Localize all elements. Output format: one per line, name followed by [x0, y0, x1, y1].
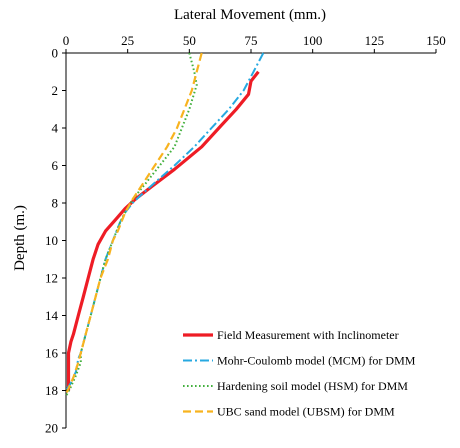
y-tick-label: 12 [45, 271, 58, 286]
y-tick-label: 8 [52, 196, 59, 211]
x-tick-label: 150 [426, 33, 446, 48]
axes [65, 52, 436, 428]
x-tick-label: 75 [245, 33, 258, 48]
legend-label-2: Mohr-Coulomb model (MCM) for DMM [217, 354, 416, 368]
x-tick-label: 100 [303, 33, 323, 48]
x-tick-label: 125 [365, 33, 385, 48]
x-axis-ticks: 0 25 50 75 100 125 150 [63, 33, 446, 53]
y-tick-label: 20 [45, 421, 58, 436]
legend: Field Measurement with Inclinometer Mohr-… [183, 328, 416, 419]
x-axis-title: Lateral Movement (mm.) [174, 7, 326, 23]
y-axis-title: Depth (m.) [12, 205, 28, 271]
series-line-4 [64, 52, 203, 395]
y-tick-label: 18 [45, 383, 58, 398]
y-tick-label: 6 [52, 158, 59, 173]
series-line-3 [65, 52, 198, 397]
legend-label-4: UBC sand model (UBSM) for DMM [217, 405, 395, 419]
y-tick-label: 16 [45, 346, 59, 361]
x-tick-label: 50 [183, 33, 196, 48]
series-layer [64, 52, 265, 397]
y-tick-label: 10 [45, 233, 58, 248]
y-tick-label: 14 [45, 308, 59, 323]
y-tick-label: 2 [52, 83, 59, 98]
y-tick-label: 0 [52, 46, 59, 61]
legend-label-1: Field Measurement with Inclinometer [217, 328, 399, 342]
series-line-1 [66, 70, 260, 391]
y-tick-label: 4 [52, 121, 59, 136]
y-axis-ticks: 0 2 4 6 8 10 12 14 16 18 20 [45, 46, 66, 436]
x-tick-label: 0 [63, 33, 70, 48]
x-tick-label: 25 [121, 33, 134, 48]
legend-label-3: Hardening soil model (HSM) for DMM [217, 379, 408, 393]
